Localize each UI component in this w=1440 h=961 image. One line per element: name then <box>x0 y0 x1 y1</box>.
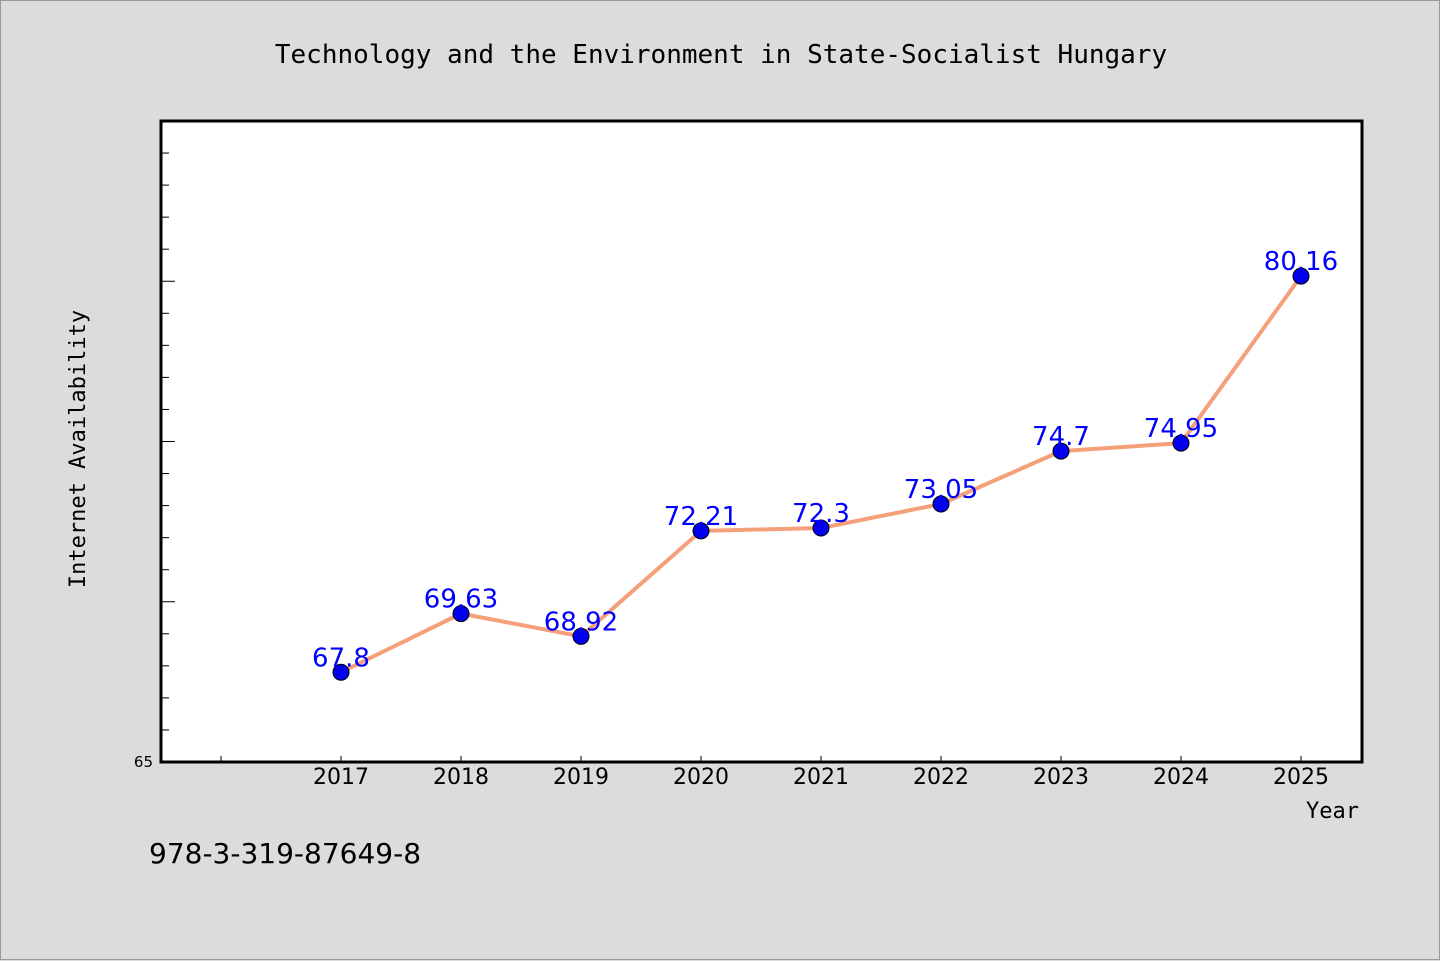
x-tick-label: 2020 <box>673 765 729 790</box>
y-tick-labels: 65 <box>134 753 153 771</box>
data-point <box>1172 434 1190 452</box>
plot-area <box>161 121 1362 762</box>
data-point <box>692 522 710 540</box>
x-tick-label: 2023 <box>1033 765 1089 790</box>
x-tick-label: 2019 <box>553 765 609 790</box>
data-label: 80.16 <box>1264 247 1338 277</box>
x-axis-label: Year <box>1306 799 1359 824</box>
data-point <box>332 663 350 681</box>
y-axis-label: Internet Availability <box>66 310 91 588</box>
x-tick-label: 2022 <box>913 765 969 790</box>
x-tick-label: 2025 <box>1273 765 1329 790</box>
y-tick-label: 65 <box>134 753 153 771</box>
data-label: 72.3 <box>792 499 850 529</box>
data-label: 73.05 <box>904 475 978 505</box>
x-tick-label: 2018 <box>433 765 489 790</box>
data-point <box>1052 442 1070 460</box>
data-label: 69.63 <box>424 585 498 615</box>
data-point <box>452 605 470 623</box>
x-tick-label: 2024 <box>1153 765 1209 790</box>
chart-title: Technology and the Environment in State-… <box>275 40 1167 70</box>
data-label: 72.21 <box>664 502 738 532</box>
data-labels: 67.8 69.63 68.92 72.21 72.3 73.05 74.7 74.95 80.… <box>312 247 1338 673</box>
data-point <box>932 495 950 513</box>
plot-frame <box>159 119 1364 764</box>
data-label: 68.92 <box>544 607 618 637</box>
data-point <box>572 627 590 645</box>
x-tick-label: 2017 <box>313 765 369 790</box>
x-tick-label: 2021 <box>793 765 849 790</box>
data-markers <box>332 267 1310 681</box>
x-tick-labels: 2017 2018 2019 2020 2021 2022 2023 2024 2025 <box>313 765 1329 790</box>
data-point <box>1292 267 1310 285</box>
data-label: 74.7 <box>1032 422 1090 452</box>
data-label: 74.95 <box>1144 414 1218 444</box>
isbn-footnote: 978-3-319-87649-8 <box>149 837 421 870</box>
data-label: 67.8 <box>312 643 370 673</box>
data-point <box>812 519 830 537</box>
